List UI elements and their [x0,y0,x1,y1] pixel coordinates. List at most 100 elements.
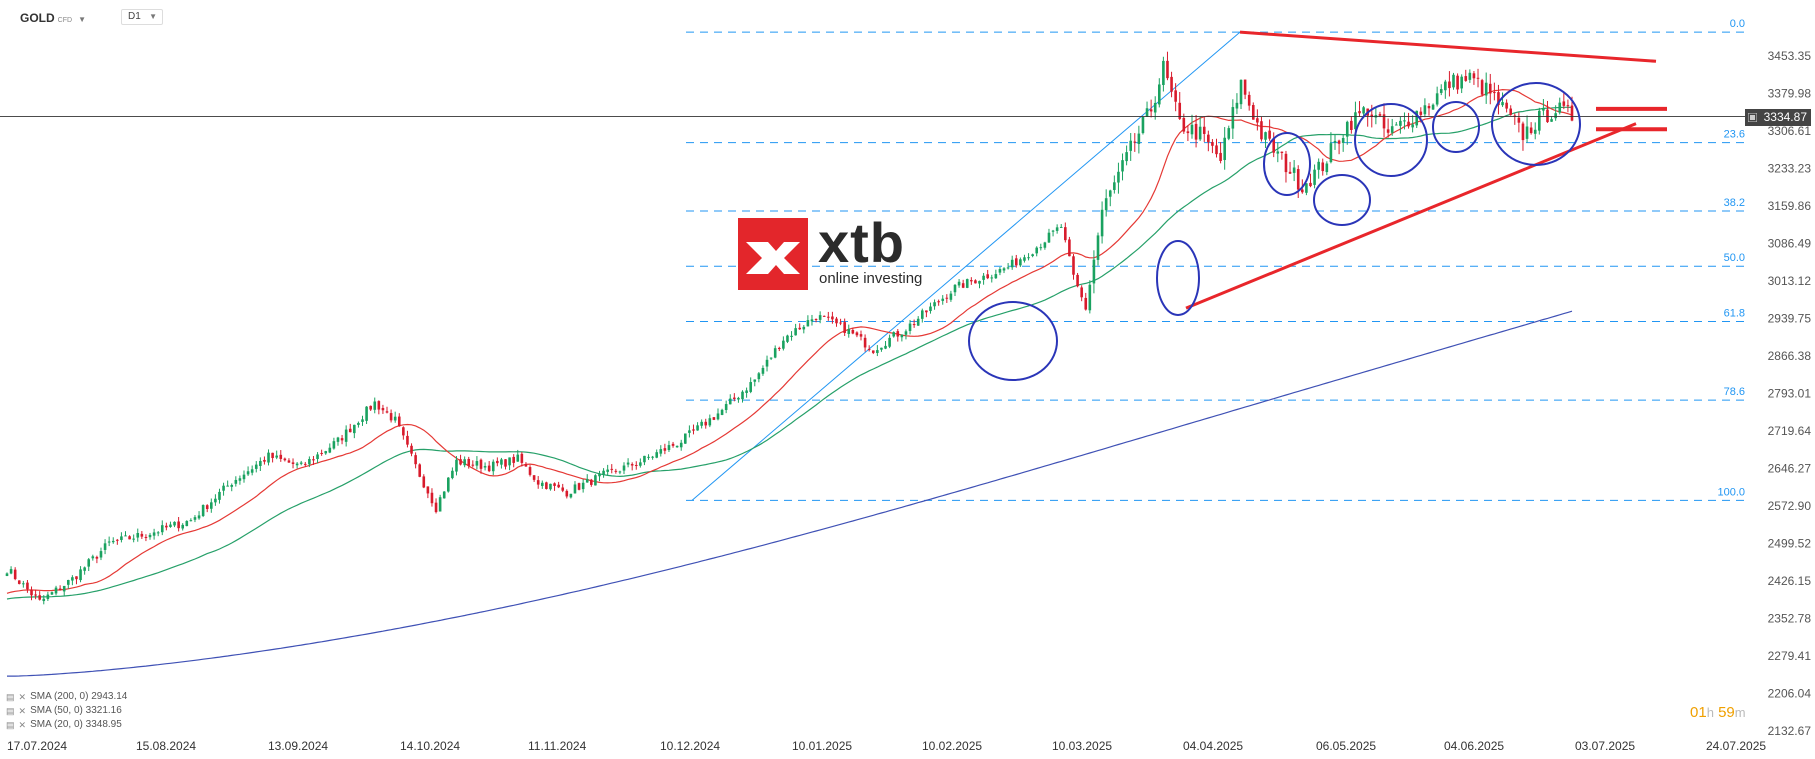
candle-bull [353,424,356,434]
candle-bear [348,428,352,433]
fib-level-label: 100.0 [1717,486,1745,498]
candle-bear [418,464,422,477]
candle-bear [937,301,940,303]
candle-bear [970,280,973,282]
candle-bear [1370,114,1374,118]
candle-bear [524,464,528,467]
candle-bear [422,476,426,488]
candle-bull [594,475,597,486]
candle-bull [1047,232,1051,243]
candle-bull [455,459,458,472]
y-tick-label: 2939.75 [1768,312,1812,326]
candle-bull [1035,247,1039,254]
candle-bull [892,332,895,337]
candle-bear [1517,117,1521,123]
countdown-minutes: 59 [1718,704,1735,721]
settings-icon[interactable]: ▤ [6,706,15,716]
candle-bull [54,587,58,594]
candle-bull [1027,257,1030,259]
candle-bull [1460,76,1463,89]
candle-bear [1178,102,1182,119]
highlight-circle [1313,174,1371,226]
candle-bear [1076,274,1079,287]
close-icon[interactable]: ✕ [18,692,27,702]
legend-item[interactable]: ▤ ✕ SMA (200, 0) 2943.14 [6,690,127,704]
candle-bear [831,316,834,320]
candle-bear [1207,134,1210,143]
candle-bear [851,330,855,334]
candle-bear [925,310,928,313]
candle-bull [124,535,127,537]
candle-bear [553,483,556,486]
y-tick-label: 3233.23 [1768,162,1812,176]
candle-bull [1031,254,1034,257]
candle-bull [1264,132,1267,140]
candle-bear [777,347,781,350]
candle-bull [1394,124,1398,126]
candle-bear [75,576,78,580]
candle-bear [1566,105,1570,107]
candle-bull [716,413,720,420]
candle-bear [1064,227,1067,241]
candle-bull [87,559,91,567]
y-tick-label: 2132.67 [1768,724,1812,738]
legend-item[interactable]: ▤ ✕ SMA (20, 0) 3348.95 [6,718,127,732]
candle-bear [414,455,417,465]
candle-bull [1108,190,1112,197]
settings-icon[interactable]: ▤ [6,720,15,730]
candle-bear [1386,129,1390,133]
close-icon[interactable]: ✕ [18,720,27,730]
candle-bull [475,461,479,466]
candle-bull [1137,133,1141,144]
candle-bear [1509,108,1513,115]
candle-bull [160,525,164,533]
candle-bull [1002,268,1006,271]
candle-bear [1170,76,1173,92]
y-tick-label: 3306.61 [1768,124,1812,138]
candle-bull [361,419,364,422]
candle-bull [769,357,773,359]
candle-bull [598,473,601,477]
sma200-line [7,310,1573,677]
candle-bull [79,569,82,581]
candle-bull [1558,102,1562,113]
y-tick-label: 2866.38 [1768,349,1812,363]
candle-bull [1439,89,1443,93]
candle-bull [46,594,50,599]
candle-bear [283,458,287,461]
candle-bull [152,532,156,536]
candle-bull [643,455,646,463]
candle-bull [647,456,650,458]
legend-item[interactable]: ▤ ✕ SMA (50, 0) 3321.16 [6,704,127,718]
candle-bear [1219,152,1222,161]
candle-bull [818,315,822,320]
candle-bear [58,588,62,591]
candle-bull [847,329,851,334]
timeframe-selector[interactable]: D1 ▼ [121,9,163,25]
fib-diagonal [691,31,1241,501]
candle-bull [1423,105,1427,115]
candle-bull [1051,230,1055,232]
candle-bear [839,322,842,324]
candle-bull [1313,169,1316,185]
symbol-selector[interactable]: GOLD CFD ▼ [20,11,86,25]
candle-bear [34,594,37,596]
highlight-circle [968,301,1058,381]
candle-bull [1325,163,1329,173]
candle-bull [888,337,891,347]
candle-bull [1113,182,1116,190]
x-tick-label: 10.02.2025 [922,739,982,753]
candle-bull [1411,124,1414,128]
candle-bull [1235,102,1239,109]
candle-bull [667,445,671,450]
close-icon[interactable]: ✕ [18,706,27,716]
candle-bull [332,441,336,449]
settings-icon[interactable]: ▤ [6,692,15,702]
candle-bear [1529,127,1533,134]
candle-bear [867,348,871,350]
candle-bear [528,467,532,475]
indicator-legend: ▤ ✕ SMA (200, 0) 2943.14 ▤ ✕ SMA (50, 0) 332… [6,690,127,732]
candle-bull [107,541,111,543]
candle-bull [259,461,262,466]
